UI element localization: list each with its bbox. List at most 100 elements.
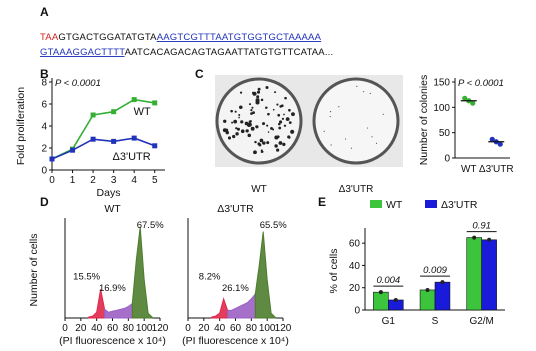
annotation: 0.91 <box>472 221 491 232</box>
x-tick-label: 0 <box>62 323 68 334</box>
histogram-area <box>254 231 276 319</box>
colony <box>247 122 252 127</box>
x-tick-label: 40 <box>214 323 226 334</box>
colony <box>230 109 233 113</box>
x-tick-label: Δ3'UTR <box>479 164 514 175</box>
colony-plates <box>215 75 403 167</box>
colony <box>282 142 286 147</box>
legend-label: WT <box>386 199 403 211</box>
point <box>497 141 503 147</box>
y-tick-label: 0 <box>444 154 450 165</box>
colony <box>245 129 249 133</box>
x-tick-label: 4 <box>131 175 137 186</box>
annotation: 67.5% <box>137 220 164 231</box>
sequence-segment: AAGTCGTTTAATGTGGTGCTAAAAA <box>157 32 322 43</box>
colony <box>240 129 245 134</box>
colony <box>253 150 257 155</box>
legend-label: Δ3'UTR <box>113 151 151 163</box>
colony <box>291 112 295 117</box>
line <box>51 137 156 160</box>
colony <box>344 138 347 140</box>
x-tick-label: 0 <box>185 323 191 334</box>
line <box>51 98 155 160</box>
y-tick-label: 60 <box>349 239 361 250</box>
panel-label: E <box>318 195 326 209</box>
x-tick-label: 100 <box>259 323 276 334</box>
point <box>470 100 476 106</box>
point <box>152 100 158 106</box>
point <box>489 136 495 142</box>
colony <box>283 113 285 116</box>
colony <box>281 117 285 120</box>
colony <box>330 144 332 146</box>
colony <box>290 129 295 134</box>
bar <box>466 237 482 311</box>
colony <box>251 106 254 109</box>
colony <box>266 141 270 145</box>
colony <box>223 119 227 123</box>
colony <box>280 104 284 108</box>
colony <box>350 147 353 149</box>
colony <box>274 144 278 148</box>
colony <box>259 138 264 143</box>
colony <box>254 140 257 144</box>
x-tick-label: 120 <box>275 323 292 334</box>
x-tick-label: 80 <box>123 323 135 334</box>
colony <box>267 131 270 133</box>
colony <box>238 113 241 116</box>
y-tick-label: 100 <box>433 103 450 114</box>
histogram-area <box>104 302 133 319</box>
colony <box>371 136 373 138</box>
chart-title: WT <box>104 203 121 215</box>
colony <box>248 103 252 106</box>
colony <box>257 87 261 91</box>
annotation: 0.009 <box>423 265 447 276</box>
colony <box>244 121 249 126</box>
colony <box>255 125 257 128</box>
colony <box>262 122 266 126</box>
colony <box>239 105 243 110</box>
colony <box>356 85 358 87</box>
y-tick-label: 6 <box>41 100 47 111</box>
y-axis-label: Fold proliferation <box>15 87 27 165</box>
colony <box>239 91 243 94</box>
colony <box>284 96 287 100</box>
colony <box>274 91 277 94</box>
colony <box>235 132 239 136</box>
colony <box>277 122 281 126</box>
point <box>131 97 137 103</box>
y-axis-label: Number of colonies <box>418 75 430 165</box>
x-axis-label: Days <box>97 187 121 199</box>
x-tick-label: 100 <box>136 323 153 334</box>
y-tick-label: 0 <box>41 166 47 177</box>
point <box>90 136 96 142</box>
y-tick-label: 4 <box>41 122 47 133</box>
point <box>49 156 55 162</box>
y-axis-label: Number of cells <box>28 234 40 307</box>
colony <box>287 118 290 121</box>
annotation: 8.2% <box>199 272 221 283</box>
colony <box>250 126 255 131</box>
point <box>111 109 117 115</box>
x-axis-label: (PI fluorescence x 10⁴) <box>59 335 166 347</box>
y-tick-label: 8 <box>41 78 47 89</box>
colony <box>366 127 369 129</box>
colony <box>233 119 238 124</box>
annotation: P < 0.0001 <box>55 78 101 89</box>
x-tick-label: 0 <box>49 175 55 186</box>
y-tick-label: 2 <box>41 144 47 155</box>
plate <box>312 77 400 165</box>
point <box>111 138 117 144</box>
sequence-line: GTAAAGGACTTTTAATCACAGACAGTAGAATTATGTGTTC… <box>40 47 333 58</box>
colony <box>238 116 240 119</box>
point <box>152 143 158 149</box>
colony <box>276 135 280 139</box>
colony <box>252 111 255 115</box>
colony <box>227 136 232 140</box>
x-tick-label: G2/M <box>469 316 493 327</box>
point <box>70 147 76 153</box>
colony <box>235 127 238 130</box>
sequence-segment: TAA <box>40 32 59 43</box>
annotation: 16.9% <box>99 283 126 294</box>
annotation: 26.1% <box>222 283 249 294</box>
